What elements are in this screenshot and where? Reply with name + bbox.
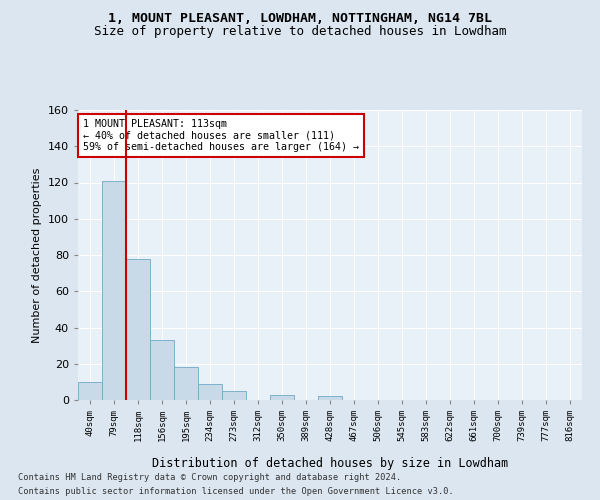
Text: 1, MOUNT PLEASANT, LOWDHAM, NOTTINGHAM, NG14 7BL: 1, MOUNT PLEASANT, LOWDHAM, NOTTINGHAM, … bbox=[108, 12, 492, 26]
Text: Distribution of detached houses by size in Lowdham: Distribution of detached houses by size … bbox=[152, 458, 508, 470]
Bar bbox=[222, 391, 246, 400]
Bar bbox=[174, 368, 198, 400]
Bar bbox=[126, 258, 150, 400]
Y-axis label: Number of detached properties: Number of detached properties bbox=[32, 168, 42, 342]
Text: Contains HM Land Registry data © Crown copyright and database right 2024.: Contains HM Land Registry data © Crown c… bbox=[18, 472, 401, 482]
Bar bbox=[198, 384, 222, 400]
Text: Contains public sector information licensed under the Open Government Licence v3: Contains public sector information licen… bbox=[18, 488, 454, 496]
Bar bbox=[102, 180, 126, 400]
Text: 1 MOUNT PLEASANT: 113sqm
← 40% of detached houses are smaller (111)
59% of semi-: 1 MOUNT PLEASANT: 113sqm ← 40% of detach… bbox=[83, 118, 359, 152]
Bar bbox=[318, 396, 342, 400]
Text: Size of property relative to detached houses in Lowdham: Size of property relative to detached ho… bbox=[94, 25, 506, 38]
Bar bbox=[270, 394, 294, 400]
Bar bbox=[150, 340, 174, 400]
Bar bbox=[78, 382, 102, 400]
